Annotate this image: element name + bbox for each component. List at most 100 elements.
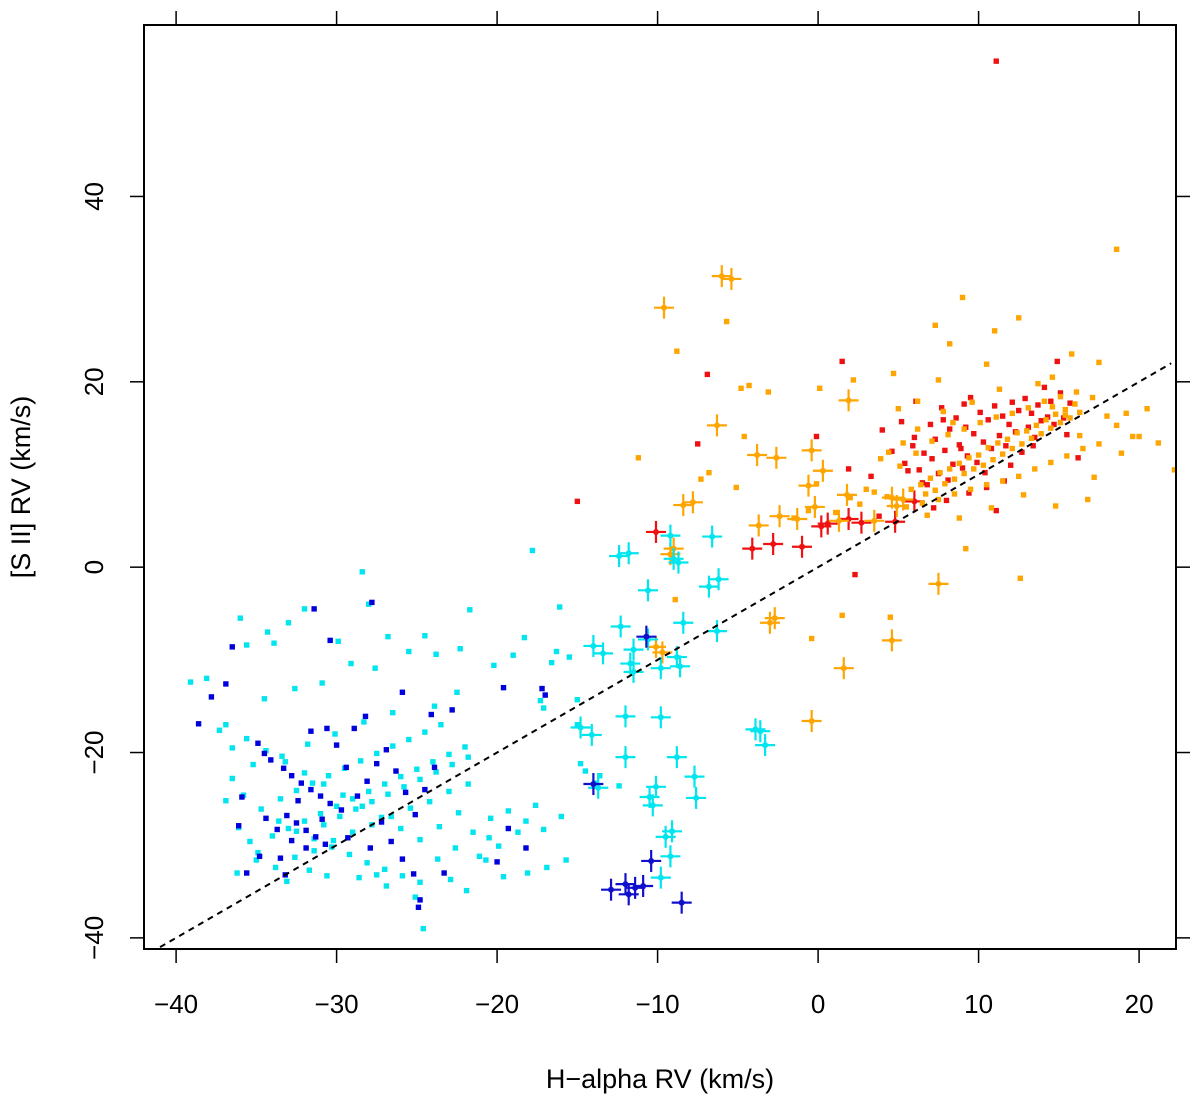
data-point-cross — [673, 494, 694, 517]
data-point — [927, 421, 934, 428]
data-point — [237, 615, 243, 621]
data-point — [983, 361, 990, 367]
data-point — [635, 455, 642, 461]
y-tick-label: −20 — [79, 730, 109, 774]
data-point-cross — [654, 296, 675, 319]
data-point — [385, 633, 391, 640]
data-point — [959, 465, 966, 471]
data-point — [674, 348, 680, 354]
data-point — [426, 798, 433, 805]
data-point — [406, 736, 412, 743]
data-point — [1009, 399, 1015, 405]
data-point — [330, 837, 337, 844]
data-point — [733, 484, 739, 491]
data-point — [816, 385, 823, 391]
data-point — [890, 370, 897, 377]
data-point — [945, 477, 951, 483]
data-point — [195, 721, 202, 727]
data-point-cross — [623, 660, 644, 683]
data-point — [293, 787, 300, 794]
x-tick-label: −10 — [636, 989, 680, 1019]
data-point — [935, 496, 942, 503]
data-point — [961, 470, 967, 477]
data-point — [234, 870, 240, 876]
data-point-cross — [828, 509, 849, 532]
data-point-cross — [601, 878, 622, 901]
data-point — [308, 728, 314, 734]
data-point — [833, 509, 839, 516]
data-point — [956, 515, 963, 521]
data-point — [505, 808, 512, 814]
data-point — [324, 725, 330, 732]
data-point — [277, 796, 284, 802]
data-point — [847, 494, 853, 501]
data-point — [887, 614, 894, 620]
data-point-cross — [706, 620, 727, 643]
data-point — [435, 856, 441, 862]
y-tick-label: 40 — [79, 182, 109, 211]
data-point-cross — [650, 866, 671, 889]
data-point — [321, 781, 327, 787]
data-point — [1067, 400, 1073, 406]
data-point — [255, 849, 261, 856]
data-point-cross — [610, 615, 631, 638]
x-tick-label: 0 — [811, 989, 825, 1019]
data-point — [388, 813, 394, 820]
data-point-cross — [881, 486, 902, 509]
data-point — [1068, 351, 1075, 357]
data-point — [356, 874, 362, 881]
data-point-cross — [583, 773, 604, 796]
data-point — [971, 466, 977, 472]
data-point — [500, 684, 507, 691]
data-point — [1028, 435, 1035, 442]
data-point-cross — [660, 524, 681, 547]
data-point — [235, 823, 242, 829]
data-point — [1136, 433, 1142, 440]
data-point — [398, 825, 404, 832]
data-point — [924, 512, 930, 518]
data-point — [223, 798, 229, 804]
data-point — [942, 447, 948, 454]
data-point-cross — [581, 723, 602, 746]
data-point — [999, 413, 1006, 419]
data-point — [1033, 422, 1040, 429]
data-point — [741, 433, 747, 440]
data-point — [539, 685, 545, 692]
data-point — [698, 476, 704, 482]
data-point — [454, 689, 460, 695]
data-point — [1019, 441, 1025, 447]
data-point — [977, 419, 983, 426]
data-point — [991, 328, 998, 334]
data-point — [470, 829, 476, 835]
data-point — [521, 634, 528, 641]
data-point — [558, 813, 564, 820]
data-point — [1057, 419, 1064, 426]
data-point — [263, 747, 269, 754]
data-point-cross — [804, 495, 825, 518]
data-point — [303, 845, 309, 851]
data-point — [390, 743, 396, 749]
data-point — [247, 838, 253, 845]
data-point-cross — [787, 507, 808, 530]
series-orange-points — [635, 246, 1176, 642]
data-point — [223, 722, 229, 728]
data-point — [1072, 401, 1078, 407]
data-point — [367, 845, 374, 851]
data-point — [354, 793, 361, 799]
data-point — [465, 754, 471, 760]
data-point — [548, 659, 555, 666]
data-point — [417, 836, 423, 843]
data-point — [268, 757, 274, 763]
data-point — [950, 461, 956, 467]
data-point — [187, 679, 194, 685]
x-tick-label: 10 — [964, 989, 993, 1019]
data-point — [455, 810, 462, 816]
data-point — [261, 696, 268, 702]
data-point — [995, 440, 1001, 446]
data-point — [746, 382, 752, 389]
y-axis-title: [S II] RV (km/s) — [6, 396, 36, 579]
data-point — [967, 486, 974, 493]
series-red-points — [574, 58, 1081, 578]
data-point-cross — [711, 265, 732, 288]
data-point — [340, 792, 346, 798]
